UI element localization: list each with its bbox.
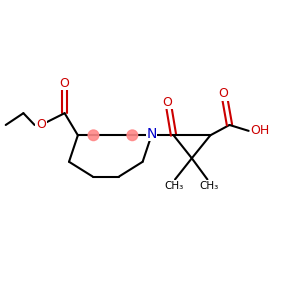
Text: CH₃: CH₃: [199, 181, 218, 191]
Circle shape: [127, 130, 138, 141]
Text: N: N: [146, 127, 157, 141]
Text: O: O: [36, 118, 46, 131]
Text: CH₃: CH₃: [164, 181, 183, 191]
Circle shape: [88, 130, 99, 141]
Text: O: O: [219, 87, 229, 100]
Text: OH: OH: [250, 124, 269, 137]
Text: O: O: [60, 77, 70, 90]
Text: O: O: [163, 96, 172, 109]
